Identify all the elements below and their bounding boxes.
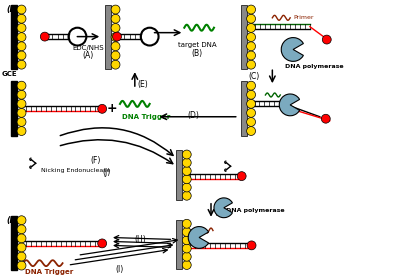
- Circle shape: [247, 5, 256, 14]
- Circle shape: [98, 104, 107, 113]
- Circle shape: [111, 51, 120, 60]
- Text: DNA polymerase: DNA polymerase: [285, 64, 344, 69]
- Circle shape: [247, 99, 256, 108]
- Circle shape: [247, 14, 256, 23]
- Text: (A): (A): [83, 51, 94, 60]
- Circle shape: [182, 219, 191, 228]
- Circle shape: [247, 60, 256, 69]
- Text: +: +: [107, 102, 117, 115]
- Text: (H): (H): [134, 235, 145, 245]
- Circle shape: [112, 32, 121, 41]
- Text: DNA Trigger: DNA Trigger: [25, 269, 73, 275]
- Circle shape: [182, 261, 191, 269]
- Circle shape: [182, 236, 191, 245]
- Text: (E): (E): [138, 80, 149, 89]
- Circle shape: [111, 5, 120, 14]
- Text: (D): (D): [187, 111, 199, 120]
- Circle shape: [17, 261, 26, 270]
- Circle shape: [111, 33, 120, 42]
- Text: Nicking Endonuclease: Nicking Endonuclease: [41, 168, 110, 173]
- Text: (J): (J): [102, 168, 110, 177]
- Circle shape: [111, 14, 120, 23]
- Circle shape: [247, 118, 256, 126]
- Circle shape: [182, 175, 191, 184]
- Circle shape: [321, 114, 330, 123]
- Circle shape: [182, 191, 191, 200]
- Circle shape: [247, 90, 256, 99]
- Circle shape: [182, 158, 191, 167]
- Circle shape: [17, 5, 26, 14]
- Circle shape: [17, 90, 26, 99]
- Circle shape: [17, 216, 26, 225]
- Bar: [11, 81, 17, 136]
- Circle shape: [247, 108, 256, 117]
- Circle shape: [17, 60, 26, 69]
- Text: (C): (C): [249, 72, 260, 81]
- Text: (G): (G): [214, 208, 226, 217]
- Wedge shape: [188, 227, 209, 248]
- Circle shape: [17, 23, 26, 32]
- Text: EDC/NHS: EDC/NHS: [73, 44, 104, 51]
- Circle shape: [98, 239, 107, 248]
- Text: DNA polymerase: DNA polymerase: [226, 208, 285, 213]
- Circle shape: [40, 32, 49, 41]
- Bar: [11, 216, 17, 270]
- Circle shape: [17, 252, 26, 261]
- Circle shape: [247, 23, 256, 32]
- Wedge shape: [279, 94, 299, 116]
- Circle shape: [17, 14, 26, 23]
- Circle shape: [17, 42, 26, 51]
- Circle shape: [17, 81, 26, 90]
- Circle shape: [182, 252, 191, 261]
- Circle shape: [17, 99, 26, 108]
- Circle shape: [247, 81, 256, 90]
- Circle shape: [182, 150, 191, 159]
- Bar: [105, 5, 111, 69]
- Circle shape: [17, 243, 26, 252]
- Circle shape: [182, 244, 191, 253]
- Text: (B): (B): [191, 49, 203, 59]
- Text: (II): (II): [6, 216, 19, 225]
- Bar: [241, 81, 247, 136]
- Circle shape: [17, 33, 26, 42]
- Circle shape: [322, 35, 331, 44]
- Circle shape: [182, 166, 191, 176]
- Circle shape: [17, 234, 26, 243]
- Circle shape: [237, 172, 246, 181]
- Circle shape: [17, 118, 26, 126]
- Circle shape: [247, 241, 256, 250]
- Text: GCE: GCE: [1, 71, 17, 77]
- Text: Primer: Primer: [293, 15, 314, 20]
- Bar: [241, 5, 247, 69]
- Bar: [11, 5, 17, 69]
- Circle shape: [182, 228, 191, 237]
- Text: (F): (F): [90, 156, 101, 165]
- Text: target DNA: target DNA: [178, 42, 216, 47]
- Circle shape: [17, 127, 26, 136]
- Text: (I): (I): [6, 5, 16, 14]
- Circle shape: [111, 42, 120, 51]
- Circle shape: [247, 127, 256, 136]
- Wedge shape: [281, 38, 303, 61]
- Text: (I): (I): [116, 265, 124, 274]
- Circle shape: [182, 183, 191, 192]
- Wedge shape: [214, 198, 233, 218]
- Circle shape: [247, 42, 256, 51]
- Circle shape: [247, 33, 256, 42]
- Bar: [177, 150, 182, 200]
- Circle shape: [17, 51, 26, 60]
- Text: DNA Trigger: DNA Trigger: [122, 114, 170, 120]
- Circle shape: [247, 51, 256, 60]
- Bar: [177, 220, 182, 269]
- Circle shape: [17, 108, 26, 117]
- Circle shape: [17, 225, 26, 234]
- Circle shape: [111, 23, 120, 32]
- Circle shape: [111, 60, 120, 69]
